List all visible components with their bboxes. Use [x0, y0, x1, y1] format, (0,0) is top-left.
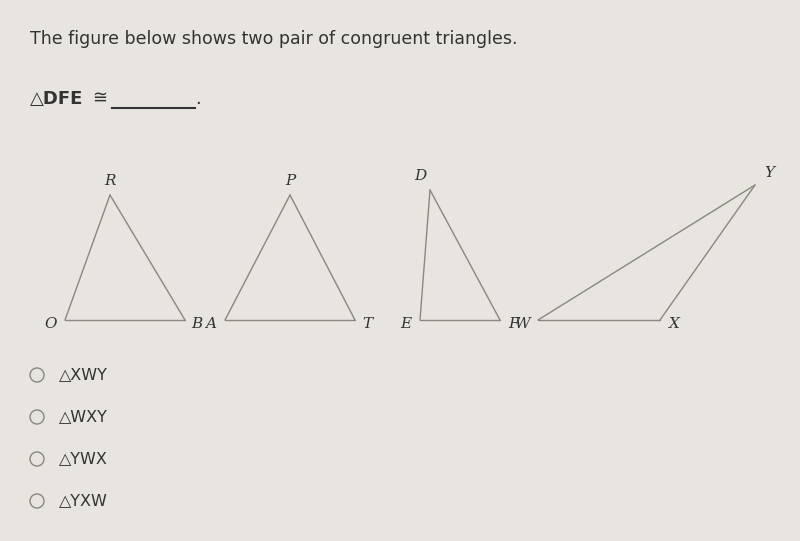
Text: O: O: [45, 317, 58, 331]
Text: T: T: [362, 317, 372, 331]
Text: W: W: [515, 317, 531, 331]
Text: △XWY: △XWY: [59, 367, 108, 382]
Text: ≅: ≅: [92, 90, 107, 108]
Text: R: R: [104, 174, 116, 188]
Text: △YWX: △YWX: [59, 452, 108, 466]
Text: △WXY: △WXY: [59, 410, 108, 425]
Text: The figure below shows two pair of congruent triangles.: The figure below shows two pair of congr…: [30, 30, 518, 48]
Text: .: .: [195, 90, 201, 108]
Text: △YXW: △YXW: [59, 493, 108, 509]
Text: B: B: [191, 317, 202, 331]
Text: E: E: [401, 317, 411, 331]
Text: F: F: [509, 317, 519, 331]
Text: X: X: [669, 317, 679, 331]
Text: D: D: [414, 169, 426, 183]
Text: P: P: [285, 174, 295, 188]
Text: △DFE: △DFE: [30, 90, 83, 108]
Text: Y: Y: [764, 166, 774, 180]
Text: A: A: [206, 317, 217, 331]
